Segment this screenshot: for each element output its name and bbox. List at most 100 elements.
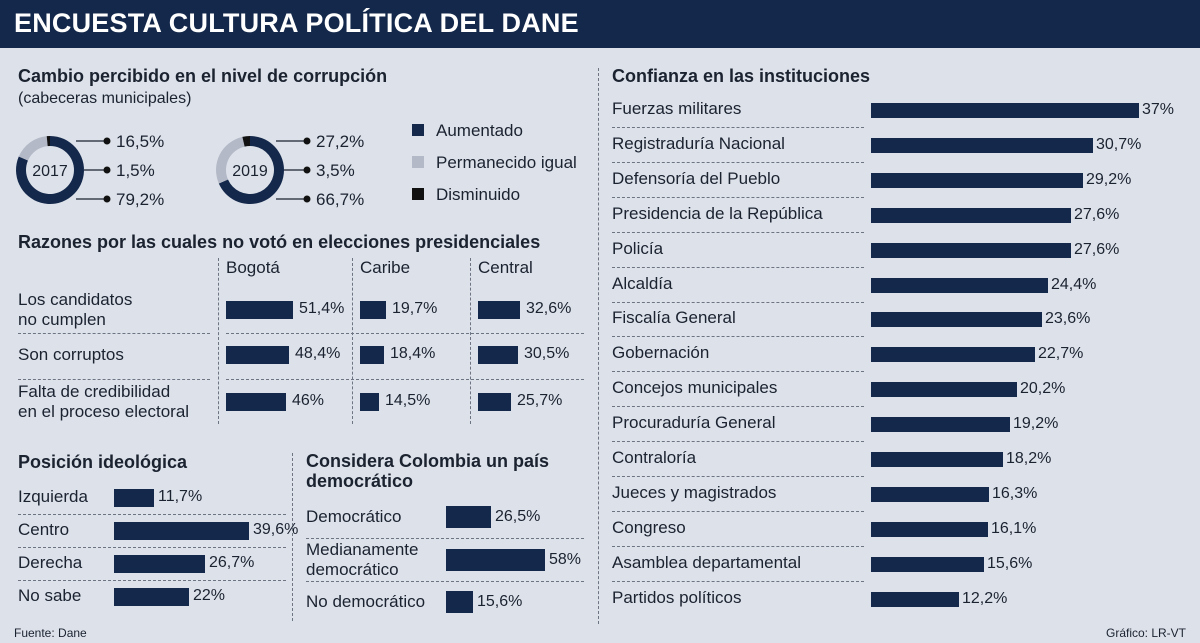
institutions-row-divider-3 [612,231,864,233]
source-note: Fuente: Dane [14,626,87,640]
institutions-value-12: 16,1% [991,519,1037,537]
ideology-value-2: 26,7% [209,554,255,571]
donut-2017-label-2: 79,2% [116,190,164,209]
institutions-row-divider-6 [612,336,864,338]
institutions-value-7: 22,7% [1038,345,1084,363]
democracy-row-divider-0 [306,538,584,539]
democracy-chart: Democrático 26,5% Medianamente democrático 5… [306,506,584,613]
institutions-value-6: 23,6% [1045,310,1091,328]
donut-2019-slice-2 [242,136,250,147]
reasons-category-2-line-0: Falta de credibilidad [18,382,171,401]
institutions-category-9: Procuraduría General [612,413,776,433]
page-title: ENCUESTA CULTURA POLÍTICA DEL DANE [14,8,579,38]
institutions-bar-3 [871,207,1071,223]
democracy-value-0: 26,5% [495,508,541,525]
institutions-value-5: 24,4% [1051,275,1097,293]
democracy-category-1-line-0: Medianamente [306,540,419,559]
legend-label-1: Permanecido igual [436,153,577,172]
corruption-title: Cambio percibido en el nivel de corrupci… [18,66,388,86]
institutions-row-divider-10 [612,476,864,477]
ideology-category-3: No sabe [18,586,82,605]
ideology-chart: Izquierda 11,7% Centro 39,6% Derecha 26,7% No … [0,0,300,643]
institutions-value-14: 12,2% [962,589,1008,607]
reasons-row-divider-1 [18,379,210,380]
reasons-bar-2-0 [478,301,520,319]
ideology-title: Posición ideológica [18,452,188,472]
donut-2019-slice-0 [218,136,284,204]
institutions-bar-0 [871,103,1139,118]
ideology-value-1: 39,6% [253,521,299,538]
reasons-value-0-2: 46% [292,392,325,409]
reasons-value-1-2: 14,5% [385,392,431,409]
democracy-value-1: 58% [549,551,582,568]
institutions-value-10: 18,2% [1006,450,1052,467]
donut-2017-dot-2 [103,195,111,203]
institutions-category-4: Policía [612,238,664,258]
reasons-chart: Bogotá 51,4% 48,4% 46% Caribe 19,7% 18,4% 14,5%… [18,258,584,424]
corruption-subtitle: (cabeceras municipales) [18,90,192,107]
ideology-bar-3 [114,588,189,606]
institutions-value-1: 30,7% [1096,135,1142,153]
reasons-title: Razones por las cuales no votó en elecci… [18,232,541,252]
institutions-category-0: Fuerzas militares [612,99,742,118]
institutions-bar-11 [871,486,989,502]
reasons-value-2-0: 32,6% [526,300,572,317]
institutions-category-7: Gobernación [612,343,710,363]
institutions-category-11: Jueces y magistrados [612,482,777,502]
institutions-bar-14 [871,591,959,607]
democracy-title-line-1: Considera Colombia un país [306,451,550,471]
ideology-row-divider-2 [18,580,286,581]
donut-2017-label-0: 16,5% [116,132,164,151]
donut-2019-label-2: 66,7% [316,190,364,209]
institutions-category-1: Registraduría Nacional [612,133,785,153]
ideology-value-0: 11,7% [158,488,203,505]
column-divider [598,68,599,624]
institutions-category-6: Fiscalía General [612,308,736,328]
donut-2017-year: 2017 [32,163,68,180]
institutions-title: Confianza en las instituciones [612,66,871,86]
reasons-bar-0-0 [226,301,293,319]
reasons-bar-1-2 [360,393,379,411]
donut-2019-dot-0 [303,137,311,145]
institutions-category-12: Congreso [612,517,686,537]
donut-2017-slice-1 [18,136,48,161]
institutions-bar-10 [871,452,1003,467]
donut-legend: Aumentado Permanecido igual Disminuido [412,121,577,204]
reasons-category-2-line-1: en el proceso electoral [18,402,190,421]
donut-charts: 2017 16,5% 1,5% 79,2% 2019 27,2% 3,5% 66,7% [15,132,364,209]
ideology-row-divider-1 [18,547,286,548]
reasons-category-0-line-0: Los candidatos [18,290,133,309]
democracy-bar-1 [446,549,545,571]
democracy-bar-0 [446,506,491,528]
donut-2019-label-1: 3,5% [316,161,355,180]
ideology-bar-1 [114,522,249,540]
institutions-row-divider-7 [612,371,864,373]
institutions-bar-12 [871,521,988,537]
reasons-value-2-1: 30,5% [524,345,570,362]
reasons-value-1-0: 19,7% [392,300,438,317]
reasons-col-divider-0 [218,258,219,424]
democracy-category-2-line-0: No democrático [306,592,426,611]
institutions-row-divider-11 [612,510,864,512]
reasons-col-header-2: Central [478,258,533,277]
legend-label-0: Aumentado [436,121,523,140]
reasons-row-divider-right-0 [226,333,584,334]
reasons-category-0-line-1: no cumplen [18,310,106,329]
institutions-category-2: Defensoría del Pueblo [612,168,781,188]
institutions-value-11: 16,3% [992,484,1038,502]
institutions-value-13: 15,6% [987,554,1033,572]
section-divider [292,453,293,621]
institutions-bar-9 [871,417,1010,433]
reasons-bar-0-2 [226,393,286,411]
reasons-col-divider-1 [352,258,353,424]
institutions-row-divider-0 [612,127,864,128]
democracy-title-line-2: democrático [306,471,414,491]
donut-2017-label-1: 1,5% [116,161,155,180]
reasons-value-0-0: 51,4% [299,300,345,317]
legend-swatch-2 [412,188,424,200]
ideology-bar-2 [114,555,205,573]
ideology-category-0: Izquierda [18,487,88,506]
institutions-value-4: 27,6% [1074,240,1120,258]
institutions-bar-4 [871,242,1071,258]
